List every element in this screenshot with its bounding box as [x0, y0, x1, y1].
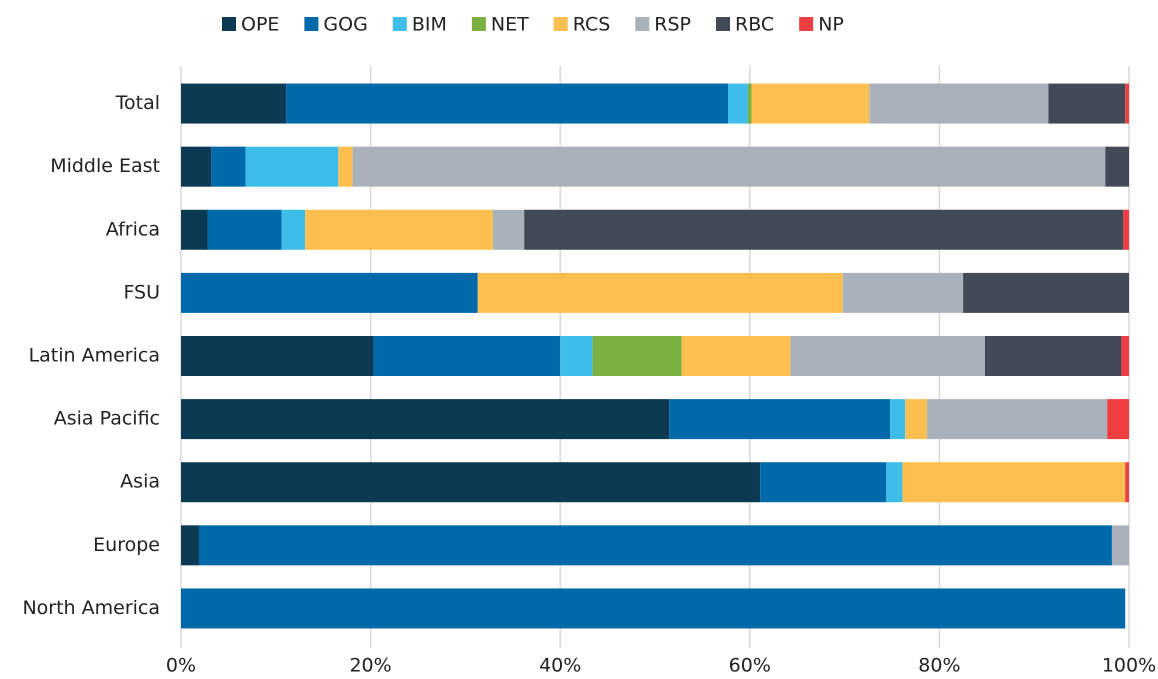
bar-segment	[1121, 336, 1129, 376]
bar-segment	[181, 336, 374, 376]
bar-segment	[790, 336, 985, 376]
legend-label: NET	[491, 14, 529, 36]
bar-segment	[681, 336, 791, 376]
bar-segment	[492, 209, 525, 250]
bar-segment	[199, 525, 1112, 566]
bar-segment	[1111, 525, 1129, 566]
legend-swatch	[553, 17, 568, 31]
y-tick-label: North America	[22, 597, 160, 619]
bar-segment	[842, 272, 964, 313]
x-tick-label: 20%	[349, 655, 391, 677]
bar-segment	[181, 209, 208, 250]
bar-segment	[305, 209, 493, 250]
x-tick-label: 60%	[729, 655, 771, 677]
bar-segment	[281, 209, 306, 250]
legend-label: RBC	[735, 14, 774, 36]
y-tick-label: Middle East	[50, 155, 160, 177]
bar-segment	[1125, 83, 1129, 124]
x-tick-label: 0%	[166, 655, 196, 677]
legend-label: NP	[818, 14, 844, 36]
bar-segment	[181, 146, 212, 187]
bar-segment	[727, 83, 748, 124]
legend-label: BIM	[412, 14, 447, 36]
bar-segment	[1105, 146, 1129, 187]
bar-segment	[1123, 209, 1129, 250]
x-tick-label: 40%	[539, 655, 581, 677]
y-tick-label: Asia Pacific	[54, 408, 160, 430]
bar-segment	[890, 399, 906, 440]
legend-swatch	[471, 17, 486, 31]
bar-segment	[760, 462, 887, 503]
bar-segment	[211, 146, 246, 187]
bar-segment	[181, 399, 670, 440]
x-tick-label: 80%	[918, 655, 960, 677]
bar-segment	[869, 83, 1049, 124]
y-tick-label: FSU	[123, 281, 160, 303]
bar-segment	[207, 209, 282, 250]
bar-segment	[592, 336, 682, 376]
legend-swatch	[222, 17, 236, 31]
bar-segment	[181, 525, 200, 566]
bar-segment	[181, 588, 1126, 629]
bar-segment	[1048, 83, 1126, 124]
bar-segment	[524, 209, 1124, 250]
y-tick-label: Europe	[93, 534, 160, 556]
y-tick-label: Latin America	[29, 345, 160, 367]
bar-segment	[927, 399, 1108, 440]
legend-label: OPE	[241, 14, 279, 36]
y-tick-label: Asia	[120, 471, 160, 493]
bar-segment	[1125, 462, 1129, 503]
bar-segment	[181, 272, 478, 313]
bar-segment	[181, 83, 287, 124]
bar-segment	[245, 146, 339, 187]
bar-segment	[338, 146, 353, 187]
legend-swatch	[716, 17, 731, 31]
bar-segment	[905, 399, 928, 440]
bar-segment	[477, 272, 843, 313]
bar-segment	[902, 462, 1126, 503]
legend-swatch	[392, 17, 407, 31]
legend-label: RSP	[654, 14, 691, 36]
bar-segment	[1107, 399, 1129, 440]
bar-segment	[286, 83, 728, 124]
y-tick-label: Total	[115, 92, 160, 114]
bar-segment	[181, 462, 761, 503]
bar-segment	[560, 336, 593, 376]
bar-segment	[747, 83, 752, 124]
bar-segment	[984, 336, 1122, 376]
legend-label: GOG	[323, 14, 367, 36]
legend-label: RCS	[573, 14, 611, 36]
bar-segment	[373, 336, 561, 376]
legend-swatch	[304, 17, 319, 31]
bar-segment	[751, 83, 870, 124]
y-tick-label: Africa	[106, 218, 160, 240]
legend-swatch	[799, 17, 814, 31]
x-tick-label: 100%	[1102, 655, 1156, 677]
bar-segment	[352, 146, 1106, 187]
bar-segment	[886, 462, 903, 503]
legend-swatch	[635, 17, 650, 31]
bar-segment	[669, 399, 891, 440]
bar-segment	[963, 272, 1129, 313]
